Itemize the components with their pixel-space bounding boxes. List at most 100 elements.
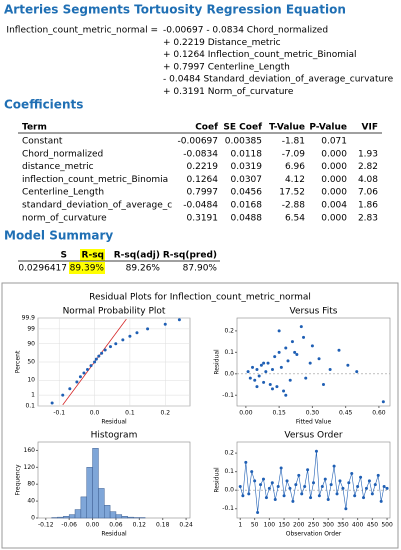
cell: norm_of_curvature [22, 213, 107, 223]
data-point [321, 383, 325, 387]
data-point [376, 473, 380, 477]
x-axis-title: Observation Order [286, 531, 342, 538]
x-tick-label: 50 [251, 522, 259, 529]
data-point [121, 338, 125, 342]
data-point [294, 483, 298, 487]
data-point [284, 346, 288, 350]
equation-lhs: Inflection_count_metric_normal = [6, 26, 158, 36]
data-point [286, 359, 290, 363]
column-header: R-sq(adj) [114, 251, 160, 261]
column-header: Coef [195, 123, 218, 133]
data-point [320, 484, 324, 488]
data-point [270, 387, 274, 391]
summary-heading: Model Summary [4, 229, 113, 243]
cell: 0.0168 [231, 201, 263, 211]
data-point [337, 348, 341, 352]
cell: 89.39% [70, 264, 105, 274]
cell: Centerline_Length [22, 188, 104, 198]
data-point [364, 486, 368, 490]
x-tick-label: 200 [293, 522, 305, 529]
x-tick-label: 450 [367, 522, 379, 529]
data-point [259, 363, 263, 367]
data-point [308, 361, 312, 365]
cell: -0.0484 [183, 201, 218, 211]
cell: 0.0456 [231, 188, 263, 198]
x-tick-label: 0.06 [109, 522, 123, 529]
data-point [344, 507, 348, 511]
histogram-bar [86, 467, 93, 519]
y-tick-label: 99.9 [22, 315, 36, 322]
column-header: R-sq(pred) [163, 251, 217, 261]
data-point [279, 466, 283, 470]
data-point [114, 342, 118, 346]
y-tick-label: 0.1 [224, 468, 234, 475]
data-point [255, 385, 259, 389]
histogram-bar [57, 516, 64, 519]
cell: 7.06 [358, 188, 378, 198]
data-point [264, 370, 268, 374]
panel-title: Histogram [91, 431, 138, 441]
cell: 0.000 [321, 188, 347, 198]
cell: -2.88 [282, 201, 306, 211]
data-point [300, 492, 304, 496]
cell: 0.000 [321, 162, 347, 172]
data-point [304, 376, 308, 380]
x-tick-label: 100 [264, 522, 276, 529]
y-axis-title: Residual [214, 467, 221, 493]
x-tick-label: 1 [238, 522, 242, 529]
y-axis-title: Percent [15, 350, 22, 373]
data-point [359, 475, 363, 479]
cell: 0.0307 [231, 175, 263, 185]
histogram-bar [63, 516, 70, 519]
y-tick-label: 0.0 [224, 487, 234, 494]
data-point [277, 329, 281, 333]
cell: 1.93 [358, 149, 378, 159]
x-tick-label: 350 [337, 522, 349, 529]
y-tick-label: 0.2 [224, 327, 234, 334]
cell: -1.81 [282, 137, 305, 147]
x-tick-label: -0.12 [38, 522, 54, 529]
data-point [302, 335, 306, 339]
data-point [306, 468, 310, 472]
data-point [332, 464, 336, 468]
equation-term: + 0.7997 Centerline_Length [163, 62, 290, 72]
data-point [309, 496, 313, 500]
data-point [93, 360, 97, 364]
data-point [291, 499, 295, 503]
histogram-bar [68, 514, 76, 519]
y-tick-label: -0.1 [222, 505, 234, 512]
x-tick-label: 150 [278, 522, 290, 529]
highlight [69, 262, 105, 274]
data-point [284, 393, 288, 397]
cell: 0.0319 [231, 162, 263, 172]
data-point [68, 387, 72, 391]
cell: 87.90% [183, 264, 218, 274]
cell: 6.54 [285, 213, 305, 223]
data-point [103, 348, 107, 352]
data-point [335, 492, 339, 496]
data-point [295, 352, 299, 356]
data-point [268, 383, 272, 387]
cell: 4.12 [285, 175, 305, 185]
data-point [312, 481, 315, 485]
data-point [347, 481, 351, 485]
x-tick-label: 0.15 [272, 410, 286, 417]
column-header: P-Value [309, 123, 347, 133]
data-point [373, 483, 377, 487]
data-point [128, 334, 132, 338]
data-point [273, 497, 277, 501]
data-point [346, 363, 350, 367]
cell: Chord_normalized [22, 149, 103, 159]
cell: 0.1264 [187, 175, 219, 185]
data-point [251, 365, 255, 369]
data-point [50, 401, 54, 405]
column-header: VIF [362, 123, 378, 133]
data-point [282, 389, 286, 393]
x-tick-label: 300 [322, 522, 334, 529]
data-point [341, 486, 345, 490]
cell: -0.00697 [178, 137, 218, 147]
cell: 0.3191 [187, 213, 219, 223]
cell: 2.83 [358, 213, 378, 223]
y-axis-title: Residual [214, 349, 221, 375]
